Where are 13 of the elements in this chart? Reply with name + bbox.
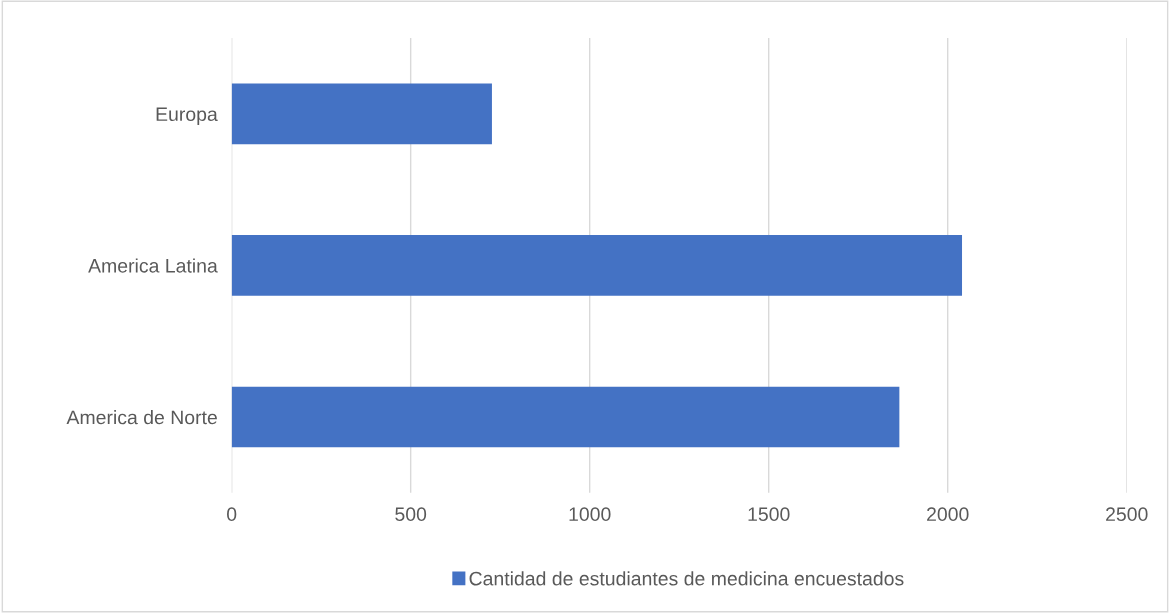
legend-label: Cantidad de estudiantes de medicina encuestados (469, 571, 904, 586)
bar (231, 83, 492, 145)
y-tick-label: Europa (156, 107, 218, 125)
y-tick-label: America de Norte (66, 410, 217, 425)
x-tick-label: 0 (227, 507, 237, 522)
x-tick-label: 1500 (748, 507, 790, 522)
x-tick-label: 2000 (927, 507, 969, 522)
bar (231, 386, 900, 448)
x-tick-label: 1000 (569, 507, 611, 522)
y-tick-label: America Latina (88, 258, 218, 273)
x-tick-label: 500 (395, 507, 427, 522)
x-tick-label: 2500 (1106, 507, 1148, 522)
bar (231, 235, 963, 296)
